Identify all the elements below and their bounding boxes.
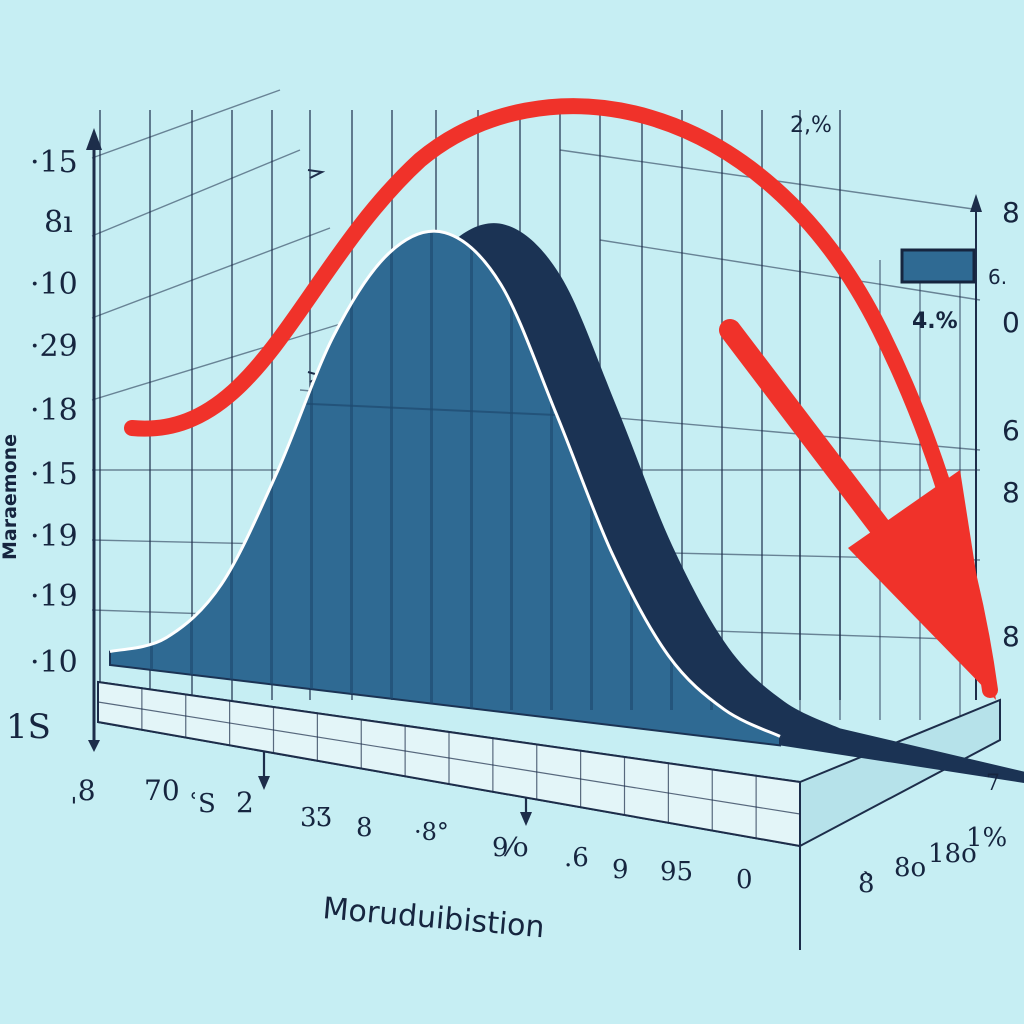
grid-line-horizontal [91, 149, 301, 237]
curve-outline [109, 229, 781, 738]
legend-swatch [900, 248, 976, 284]
depth-tick-label: 7 [986, 771, 1000, 796]
y-tick-label: ·15 [30, 457, 78, 492]
depth-tick-label: 18o [928, 839, 977, 869]
x-tick-label: ʿS [190, 789, 216, 819]
area-stripe [470, 231, 473, 710]
trend-arrow [124, 98, 998, 700]
y-tick-label: 8ı [44, 205, 73, 240]
annotation-label: 2,% [790, 113, 832, 138]
y-tick-label: ·19 [30, 519, 78, 554]
area-stripe [350, 231, 353, 710]
area-stripe [430, 231, 433, 710]
right-axis-label: 8 [1002, 620, 1020, 653]
y-axis-arrow-icon [86, 128, 102, 150]
y-tick-label: ·15 [30, 145, 78, 180]
x-tick-label: 9⁄o [492, 833, 529, 863]
y-tick-label: ·18 [30, 393, 78, 428]
area-stripe [510, 231, 513, 710]
grid-line-horizontal [599, 239, 981, 301]
x-axis-arrow-icon [520, 812, 532, 826]
grid-line-horizontal [91, 89, 281, 159]
x-tick-label: .6 [564, 843, 589, 873]
right-axis-label: 8 [1002, 476, 1020, 509]
right-axis-label: 0 [1002, 306, 1020, 339]
x-axis-title: Moruduibistion [321, 891, 546, 945]
right-axis-arrow-icon [970, 194, 982, 212]
area-series [109, 223, 1024, 783]
legend-value: 4.% [912, 309, 958, 334]
y-tick-label: ·29 [30, 329, 78, 364]
grid-line-horizontal [91, 317, 361, 401]
right-axis-label: 6 [1002, 414, 1020, 447]
y-tick-label: ·19 [30, 579, 78, 614]
area-stripe [630, 231, 633, 710]
x-tick-label: ·8° [414, 818, 449, 846]
depth-tick-label: 8o [894, 853, 926, 883]
x-tick-label: 70 [144, 774, 180, 807]
x-tick-label: ˌ8 [70, 774, 96, 807]
y-axis-title: Maraemone [0, 434, 21, 560]
base-grid-line [97, 701, 801, 815]
x-tick-label: 95 [660, 857, 693, 887]
depth-tick-label: 8̀ [858, 869, 875, 899]
right-axis-label: 8 [1002, 196, 1020, 229]
trend-arrowhead-icon [848, 470, 996, 700]
legend-label: 6. [988, 265, 1007, 289]
grid-line-horizontal [91, 227, 331, 319]
x-tick-label: 3Ʒ [300, 803, 331, 833]
chart-base-platform [97, 680, 1001, 848]
labels: ·15 8ı ·10 ·29 ·18 ·15 ·19 ·19 ·10 1S Ma… [0, 113, 1020, 945]
marker-arrow-icon [307, 169, 326, 179]
y-tick-label: 1S [6, 707, 51, 747]
area-stripe [390, 231, 393, 710]
area-stripe [310, 231, 313, 710]
y-tick-label: ·10 [30, 645, 78, 680]
x-tick-label: 8 [356, 813, 373, 843]
x-axis-arrow-icon [258, 776, 270, 790]
x-tick-label: 0 [736, 865, 753, 895]
area-stripe [550, 231, 553, 710]
x-tick-label: 2 [236, 786, 254, 819]
x-tick-label: 9 [612, 855, 629, 885]
y-tick-label: ·10 [30, 267, 78, 302]
depth-tick-label: 1% [966, 823, 1007, 853]
y-axis-arrow-icon [88, 740, 100, 752]
